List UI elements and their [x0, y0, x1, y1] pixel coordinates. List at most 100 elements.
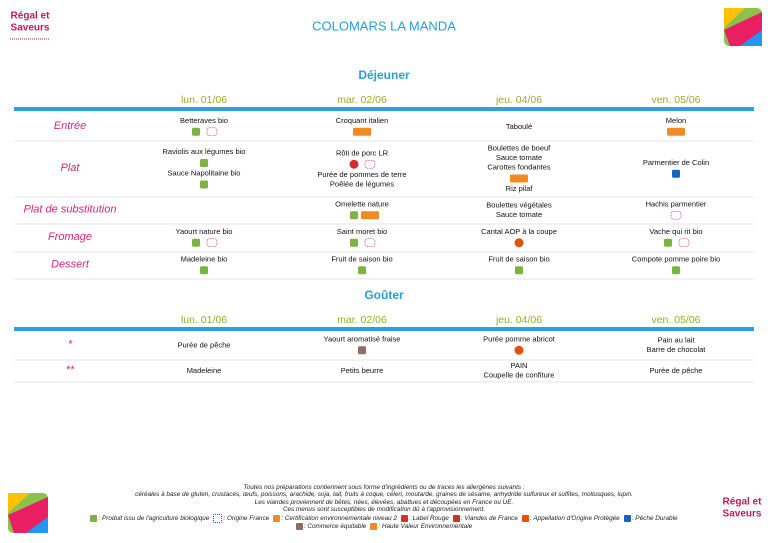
menu-item: Yaourt nature bio	[176, 227, 233, 236]
icon-shape	[514, 345, 524, 355]
day-header: lun. 01/06	[181, 314, 227, 326]
menu-item: Cantal AOP à la coupe	[481, 227, 557, 236]
legend-item: : Pêche Durable	[623, 514, 678, 523]
icon-shape	[353, 127, 371, 136]
icon-shape	[358, 346, 366, 355]
logo-bottom-left	[8, 493, 48, 533]
icon-shape	[200, 266, 208, 275]
icon-shape	[672, 169, 680, 178]
label-icon	[510, 174, 528, 183]
legend: : Produit issu de l'agriculture biologiq…	[84, 513, 684, 531]
label-icon	[200, 266, 208, 275]
menu-item: Rôti de porc LR	[336, 148, 389, 157]
menu-item: Barre de chocolat	[647, 345, 707, 354]
footer: Toutes nos préparations contiennent sous…	[84, 484, 684, 530]
footer-note: Ces menus sont susceptibles de modificat…	[282, 506, 486, 514]
icon-shape	[672, 266, 680, 275]
logo-text: Saveurs	[723, 509, 762, 520]
day-header: ven. 05/06	[651, 94, 700, 106]
label-icon	[200, 159, 208, 167]
row-label: Fromage	[48, 231, 92, 243]
title: COLOMARS LA MANDA	[312, 18, 456, 33]
icon-shape	[510, 174, 528, 183]
label-icon	[664, 238, 672, 247]
header-rule	[14, 327, 754, 331]
label-icon	[192, 238, 200, 247]
menu-item: Taboulé	[506, 122, 532, 131]
label-icon	[514, 345, 524, 355]
legend-item: : Commerce équitable	[295, 522, 366, 531]
label-icon	[350, 211, 358, 220]
menu-item: Sauce tomate	[496, 210, 542, 219]
icon-shape	[349, 159, 359, 169]
day-header: mar. 02/06	[337, 314, 387, 326]
menu-item: Poêlée de légumes	[330, 179, 394, 188]
label-icon	[514, 238, 524, 248]
menu-item: Boulettes de boeuf	[488, 144, 551, 153]
menu-item: Petits beurre	[341, 366, 384, 375]
menu-item: Purée de pêche	[650, 366, 703, 375]
icon-shape	[514, 238, 524, 248]
day-header: jeu. 04/06	[495, 94, 542, 106]
icon-shape	[200, 159, 208, 167]
label-icon	[672, 169, 680, 178]
legend-text: : Certification environnementale niveau …	[281, 514, 398, 522]
icon-shape	[358, 266, 366, 275]
legend-item: : Appellation d'Origine Protégée	[521, 514, 620, 523]
legend-icon	[623, 514, 631, 522]
legend-item: : Origine France	[213, 513, 270, 523]
row-label: Entrée	[54, 120, 86, 132]
legend-item: : Viandes de France	[452, 514, 518, 523]
header-rule	[14, 107, 754, 111]
legend-icon	[295, 522, 303, 530]
section-title: Goûter	[364, 288, 404, 302]
icon-shape	[667, 127, 685, 136]
label-icon	[670, 210, 682, 220]
section-title: Déjeuner	[358, 68, 410, 82]
label-icon	[358, 266, 366, 275]
icon-shape	[515, 266, 523, 275]
icon-shape	[206, 238, 218, 248]
menu-item: Sauce Napolitaine bio	[168, 169, 241, 178]
footer-note: Les viandes proviennent de bêtes, nées, …	[254, 498, 514, 506]
legend-icon	[521, 514, 529, 522]
logo-bottom-right: Régal et Saveurs	[723, 497, 763, 520]
icon-shape	[200, 180, 208, 189]
legend-item: : Label Rouge	[401, 514, 449, 523]
day-header: mar. 02/06	[337, 94, 387, 106]
menu-item: Fruit de saison bio	[331, 254, 392, 263]
legend-text: : Label Rouge	[409, 514, 449, 522]
logo-text: Régal et	[723, 497, 763, 508]
row-label: *	[68, 338, 73, 350]
label-icon	[349, 159, 359, 169]
legend-text: : Origine France	[223, 514, 270, 522]
icon-shape	[361, 211, 379, 220]
menu-item: Boulettes végétales	[486, 201, 552, 210]
label-icon	[364, 159, 376, 169]
legend-icon	[401, 514, 409, 522]
icon-shape	[664, 238, 672, 247]
row-label: **	[66, 364, 75, 376]
menu-item: Melon	[666, 116, 686, 125]
label-icon	[667, 127, 685, 136]
legend-item: : Produit issu de l'agriculture biologiq…	[90, 514, 209, 523]
icon-shape	[670, 210, 682, 220]
menu-item: Yaourt aromatisé fraise	[324, 334, 401, 343]
icon-shape	[192, 238, 200, 247]
menu-item: Compote pomme poire bio	[632, 254, 720, 263]
icon-shape	[364, 159, 376, 169]
logo-top-right	[724, 8, 762, 46]
label-icon	[192, 127, 200, 136]
icon-shape	[206, 127, 218, 137]
legend-text: : Pêche Durable	[631, 514, 678, 522]
label-icon	[206, 238, 218, 248]
row-label: Dessert	[51, 258, 90, 270]
menu-item: Carottes fondantes	[487, 163, 551, 172]
icon-shape	[364, 238, 376, 248]
menu-item: Purée de pêche	[178, 340, 231, 349]
menu-item: Coupelle de confiture	[484, 371, 555, 380]
menu-item: Sauce tomate	[496, 153, 542, 162]
menu-item: Parmentier de Colin	[643, 158, 709, 167]
